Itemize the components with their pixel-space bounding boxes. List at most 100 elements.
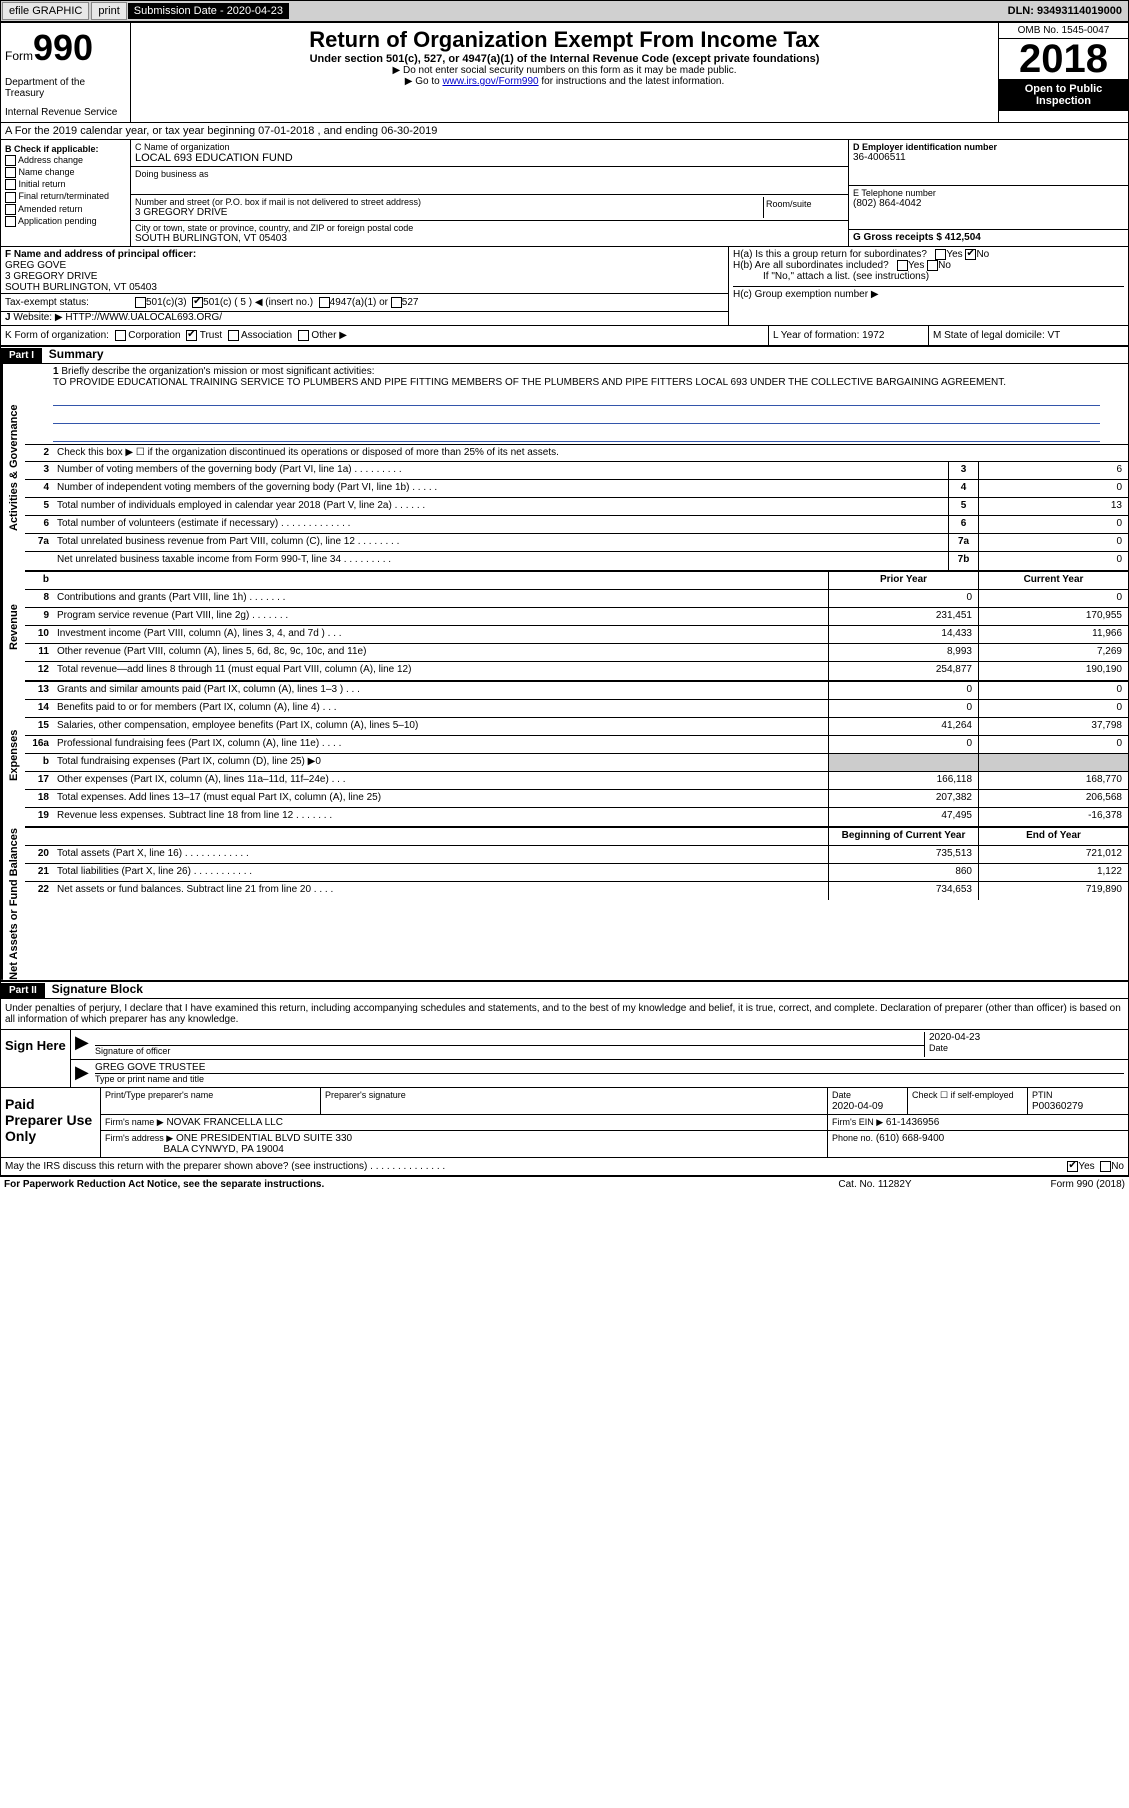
phone: (802) 864-4042 (853, 198, 1124, 209)
self-employed-chk[interactable]: Check ☐ if self-employed (912, 1090, 1014, 1100)
chk-corp[interactable] (115, 330, 126, 341)
chk-name-change[interactable] (5, 167, 16, 178)
chk-initial-return[interactable] (5, 179, 16, 190)
ha-label: H(a) Is this a group return for subordin… (733, 249, 927, 260)
sig-date-label: Date (929, 1043, 948, 1053)
line5-val: 13 (978, 498, 1128, 515)
goto-pre: ▶ Go to (405, 76, 443, 87)
chk-final-return[interactable] (5, 192, 16, 203)
paid-preparer-label: Paid Preparer Use Only (1, 1088, 101, 1157)
line3-val: 6 (978, 462, 1128, 479)
chk-ha-no[interactable] (965, 249, 976, 260)
chk-4947[interactable] (319, 297, 330, 308)
dln: DLN: 93493114019000 (1002, 3, 1128, 19)
line4: Number of independent voting members of … (53, 480, 948, 497)
form-990: Form990 Department of the Treasury Inter… (0, 22, 1129, 1176)
address-label: Number and street (or P.O. box if mail i… (135, 197, 763, 207)
firm-addr1: ONE PRESIDENTIAL BLVD SUITE 330 (176, 1133, 352, 1144)
line13: Grants and similar amounts paid (Part IX… (53, 682, 828, 699)
irs-link[interactable]: www.irs.gov/Form990 (442, 76, 538, 87)
line6: Total number of volunteers (estimate if … (53, 516, 948, 533)
chk-assoc[interactable] (228, 330, 239, 341)
city: SOUTH BURLINGTON, VT 05403 (135, 233, 844, 244)
chk-amended[interactable] (5, 204, 16, 215)
form-label: Form (5, 49, 33, 63)
chk-501c[interactable] (192, 297, 203, 308)
room-label: Room/suite (764, 197, 844, 218)
line5: Total number of individuals employed in … (53, 498, 948, 515)
org-name-label: C Name of organization (135, 142, 844, 152)
cat-no: Cat. No. 11282Y (775, 1179, 975, 1190)
firm-ein: 61-1436956 (886, 1117, 939, 1128)
tab-expenses: Expenses (1, 682, 25, 828)
website-url: HTTP://WWW.UALOCAL693.ORG/ (65, 312, 222, 323)
line12: Total revenue—add lines 8 through 11 (mu… (53, 662, 828, 680)
submission-date: Submission Date - 2020-04-23 (128, 3, 289, 19)
print-button[interactable]: print (91, 2, 126, 20)
chk-discuss-yes[interactable] (1067, 1161, 1078, 1172)
line10: Investment income (Part VIII, column (A)… (53, 626, 828, 643)
chk-app-pending[interactable] (5, 216, 16, 227)
ein-label: D Employer identification number (853, 142, 1124, 152)
part2-title: Signature Block (52, 982, 143, 996)
chk-other[interactable] (298, 330, 309, 341)
line7b: Net unrelated business taxable income fr… (53, 552, 948, 570)
form-number: 990 (33, 27, 93, 68)
line7a: Total unrelated business revenue from Pa… (53, 534, 948, 551)
part2-header: Part II (1, 983, 45, 998)
perjury-declaration: Under penalties of perjury, I declare th… (1, 999, 1128, 1029)
chk-trust[interactable] (186, 330, 197, 341)
hc-label: H(c) Group exemption number ▶ (733, 286, 1124, 300)
line21: Total liabilities (Part X, line 26) . . … (53, 864, 828, 881)
chk-ha-yes[interactable] (935, 249, 946, 260)
prep-sig-label: Preparer's signature (325, 1090, 406, 1100)
chk-address-change[interactable] (5, 155, 16, 166)
prep-name-label: Print/Type preparer's name (105, 1090, 213, 1100)
line11: Other revenue (Part VIII, column (A), li… (53, 644, 828, 661)
officer-label: F Name and address of principal officer: (5, 249, 724, 260)
dept-treasury: Department of the Treasury (5, 77, 126, 99)
dba-label: Doing business as (135, 169, 844, 179)
phone-label: E Telephone number (853, 188, 1124, 198)
ein: 36-4006511 (853, 152, 1124, 163)
line8: Contributions and grants (Part VIII, lin… (53, 590, 828, 607)
line7b-val: 0 (978, 552, 1128, 570)
prep-date: 2020-04-09 (832, 1101, 883, 1112)
line16a: Professional fundraising fees (Part IX, … (53, 736, 828, 753)
line16b: Total fundraising expenses (Part IX, col… (53, 754, 828, 771)
subtitle-1: Under section 501(c), 527, or 4947(a)(1)… (135, 53, 994, 65)
top-bar: efile GRAPHIC print Submission Date - 20… (0, 0, 1129, 22)
tab-revenue: Revenue (1, 572, 25, 682)
city-label: City or town, state or province, country… (135, 223, 844, 233)
line1-num: 1 (53, 366, 59, 377)
chk-discuss-no[interactable] (1100, 1161, 1111, 1172)
ptin: P00360279 (1032, 1101, 1083, 1112)
row-a-tax-year: A For the 2019 calendar year, or tax yea… (1, 123, 1128, 140)
open-to-public: Open to Public Inspection (999, 79, 1128, 111)
current-year-hdr: Current Year (978, 572, 1128, 589)
tax-year: 2018 (999, 39, 1128, 79)
paperwork-notice: For Paperwork Reduction Act Notice, see … (4, 1179, 775, 1190)
sig-date: 2020-04-23 (929, 1032, 1124, 1043)
firm-phone: (610) 668-9400 (876, 1133, 944, 1144)
line18: Total expenses. Add lines 13–17 (must eq… (53, 790, 828, 807)
chk-527[interactable] (391, 297, 402, 308)
firm-name: NOVAK FRANCELLA LLC (166, 1117, 283, 1128)
tab-governance: Activities & Governance (1, 364, 25, 572)
form-990-footer: Form 990 (2018) (975, 1179, 1125, 1190)
chk-hb-yes[interactable] (897, 260, 908, 271)
part1-header: Part I (1, 348, 42, 363)
chk-hb-no[interactable] (927, 260, 938, 271)
chk-501c3[interactable] (135, 297, 146, 308)
line20: Total assets (Part X, line 16) . . . . .… (53, 846, 828, 863)
firm-addr2: BALA CYNWYD, PA 19004 (163, 1144, 283, 1155)
efile-button[interactable]: efile GRAPHIC (2, 2, 89, 20)
print-name-label: Type or print name and title (95, 1074, 204, 1084)
tab-net-assets: Net Assets or Fund Balances (1, 828, 25, 980)
irs-label: Internal Revenue Service (5, 107, 126, 118)
gross-receipts: G Gross receipts $ 412,504 (853, 232, 1124, 243)
line9: Program service revenue (Part VIII, line… (53, 608, 828, 625)
year-formation: L Year of formation: 1972 (768, 326, 928, 345)
arrow-icon: ▶ (75, 1032, 95, 1057)
officer-addr2: SOUTH BURLINGTON, VT 05403 (5, 282, 724, 293)
